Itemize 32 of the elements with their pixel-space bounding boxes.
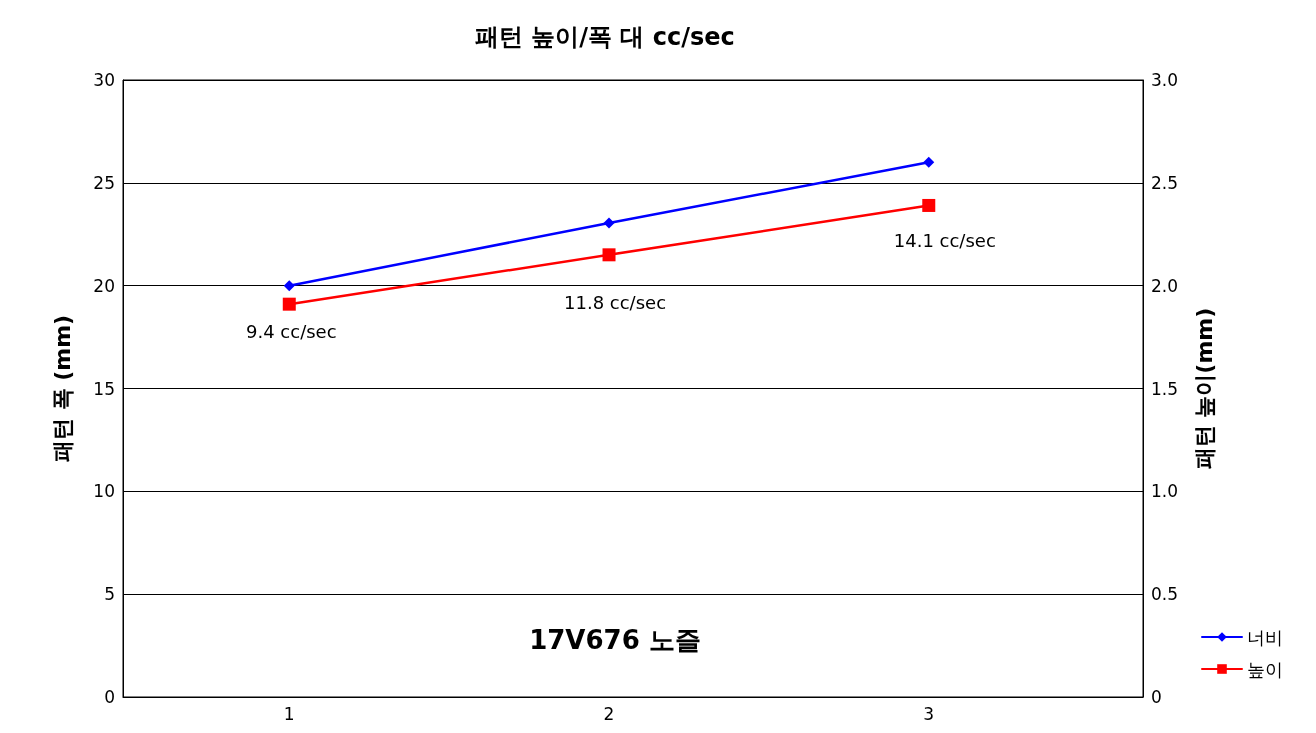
y-tick-label: 25	[93, 172, 115, 193]
x-tick-label: 3	[923, 703, 935, 724]
y2-tick-label: 1.5	[1151, 378, 1179, 399]
y2-tick-label: 0	[1151, 687, 1162, 707]
point	[283, 280, 295, 292]
y2-tick-label: 1.0	[1151, 481, 1179, 502]
chart-title: 패턴 높이/폭 대 cc/sec	[475, 23, 735, 51]
y2-tick-label: 3.0	[1151, 70, 1179, 90]
y-tick-label: 20	[93, 275, 115, 296]
y-tick-label: 30	[93, 70, 115, 90]
annotation: 11.8 cc/sec	[564, 292, 667, 314]
annotation: 17V676 노즐	[529, 625, 701, 655]
y2-tick-label: 2.0	[1151, 275, 1179, 296]
y2-tick-label: 2.5	[1151, 172, 1179, 193]
y-tick-label: 0	[104, 687, 115, 707]
y-tick-label: 10	[93, 481, 115, 502]
y-tick-label: 15	[93, 378, 115, 399]
point	[282, 297, 296, 311]
point	[922, 198, 936, 212]
x-tick-label: 1	[283, 703, 295, 724]
y2-tick-label: 0.5	[1151, 584, 1179, 605]
x-tick-label: 2	[603, 703, 615, 724]
y2-axis-title: 패턴 높이(mm)	[1191, 307, 1217, 470]
point	[923, 156, 935, 168]
annotation: 14.1 cc/sec	[893, 229, 996, 251]
y-tick-label: 5	[104, 584, 115, 605]
y-axis-title: 패턴 폭 (mm)	[49, 314, 75, 463]
annotation: 9.4 cc/sec	[245, 320, 337, 342]
legend-label: 너비	[1247, 626, 1283, 648]
point	[603, 217, 615, 229]
legend-label: 높이	[1247, 658, 1283, 680]
point	[602, 248, 616, 262]
